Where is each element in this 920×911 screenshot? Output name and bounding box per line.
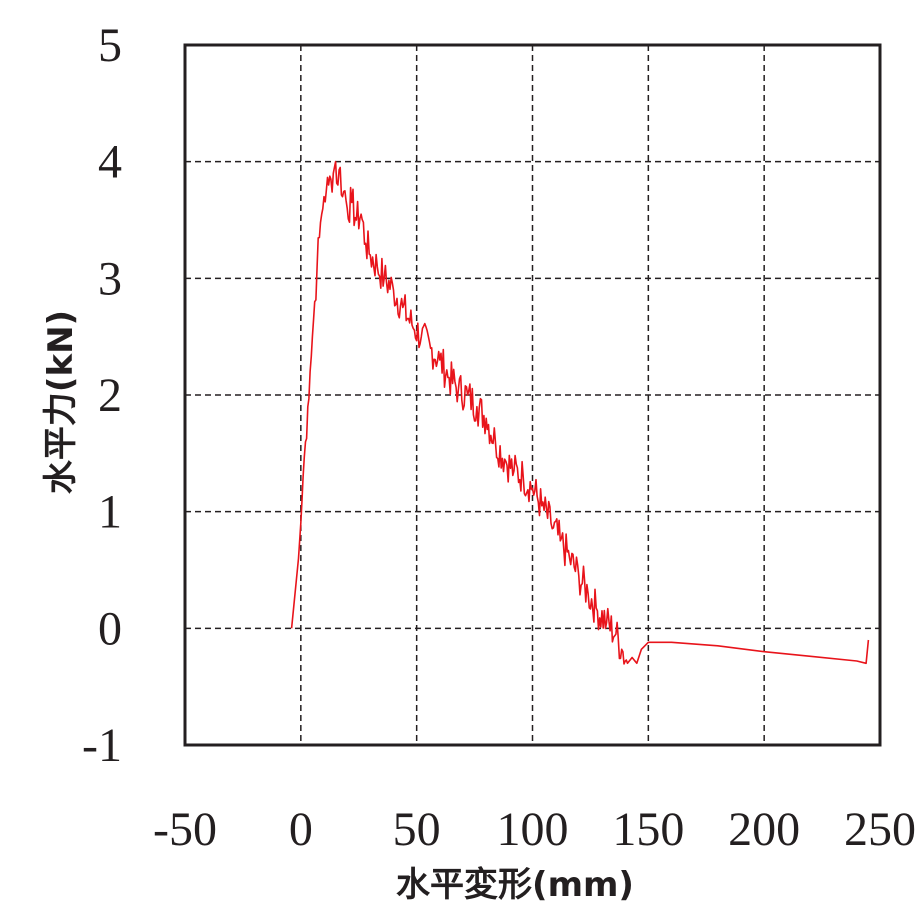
y-tick-label: 0 [98, 602, 122, 655]
x-tick-labels: -50 0 50 100 150 200 250 [153, 803, 916, 856]
series-layer [290, 160, 870, 665]
y-tick-labels: -1 0 1 2 3 4 5 [82, 19, 122, 772]
y-tick-label: 3 [98, 252, 122, 305]
grid-lines [185, 45, 880, 745]
series-line [290, 160, 870, 665]
x-tick-label: 200 [728, 803, 800, 856]
y-tick-label: 5 [98, 19, 122, 72]
y-tick-label: 1 [98, 486, 122, 539]
y-axis-title: 水平力(kN) [41, 310, 81, 494]
y-tick-label: 2 [98, 369, 122, 422]
x-tick-label: 150 [612, 803, 684, 856]
plot-frame [183, 43, 882, 747]
x-tick-label: 0 [289, 803, 313, 856]
x-tick-label: 250 [844, 803, 916, 856]
y-tick-label: 4 [98, 136, 122, 189]
x-tick-label: 100 [497, 803, 569, 856]
x-axis-title: 水平変形(mm) [396, 865, 634, 905]
y-tick-label: -1 [82, 719, 122, 772]
x-tick-label: 50 [393, 803, 441, 856]
x-tick-label: -50 [153, 803, 217, 856]
